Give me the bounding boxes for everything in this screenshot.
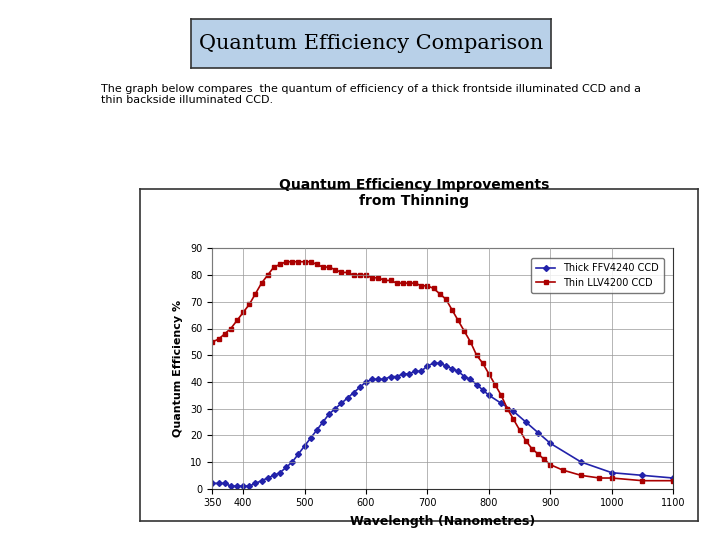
Thin LLV4200 CCD [312, 261, 321, 268]
Thick FFV4240 CCD [276, 469, 284, 476]
Thick FFV4240 CCD [337, 400, 346, 407]
Text: Quantum Efficiency Comparison: Quantum Efficiency Comparison [199, 33, 543, 53]
Thin LLV4200 CCD [441, 296, 450, 302]
Thick FFV4240 CCD [251, 480, 260, 487]
Legend: Thick FFV4240 CCD, Thin LLV4200 CCD: Thick FFV4240 CCD, Thin LLV4200 CCD [531, 258, 664, 293]
Thin LLV4200 CCD [638, 477, 647, 484]
X-axis label: Wavelength (Nanometres): Wavelength (Nanometres) [350, 515, 536, 528]
Thin LLV4200 CCD [288, 259, 297, 265]
Line: Thick FFV4240 CCD: Thick FFV4240 CCD [210, 361, 675, 488]
Thin LLV4200 CCD [540, 456, 549, 463]
Line: Thin LLV4200 CCD: Thin LLV4200 CCD [210, 260, 675, 483]
Thin LLV4200 CCD [669, 477, 678, 484]
Thick FFV4240 CCD [294, 451, 302, 457]
Text: The graph below compares  the quantum of efficiency of a thick frontside illumin: The graph below compares the quantum of … [101, 84, 641, 105]
Thick FFV4240 CCD [638, 472, 647, 478]
Text: Quantum Efficiency Improvements
from Thinning: Quantum Efficiency Improvements from Thi… [279, 178, 549, 208]
Thick FFV4240 CCD [208, 480, 217, 487]
Thin LLV4200 CCD [239, 309, 248, 316]
Thick FFV4240 CCD [227, 483, 235, 489]
Thick FFV4240 CCD [669, 475, 678, 481]
Thin LLV4200 CCD [208, 339, 217, 345]
Thick FFV4240 CCD [546, 440, 554, 447]
Thin LLV4200 CCD [399, 280, 408, 286]
Thin LLV4200 CCD [282, 259, 290, 265]
Y-axis label: Quantum Efficiency %: Quantum Efficiency % [174, 300, 184, 437]
Thick FFV4240 CCD [429, 360, 438, 367]
